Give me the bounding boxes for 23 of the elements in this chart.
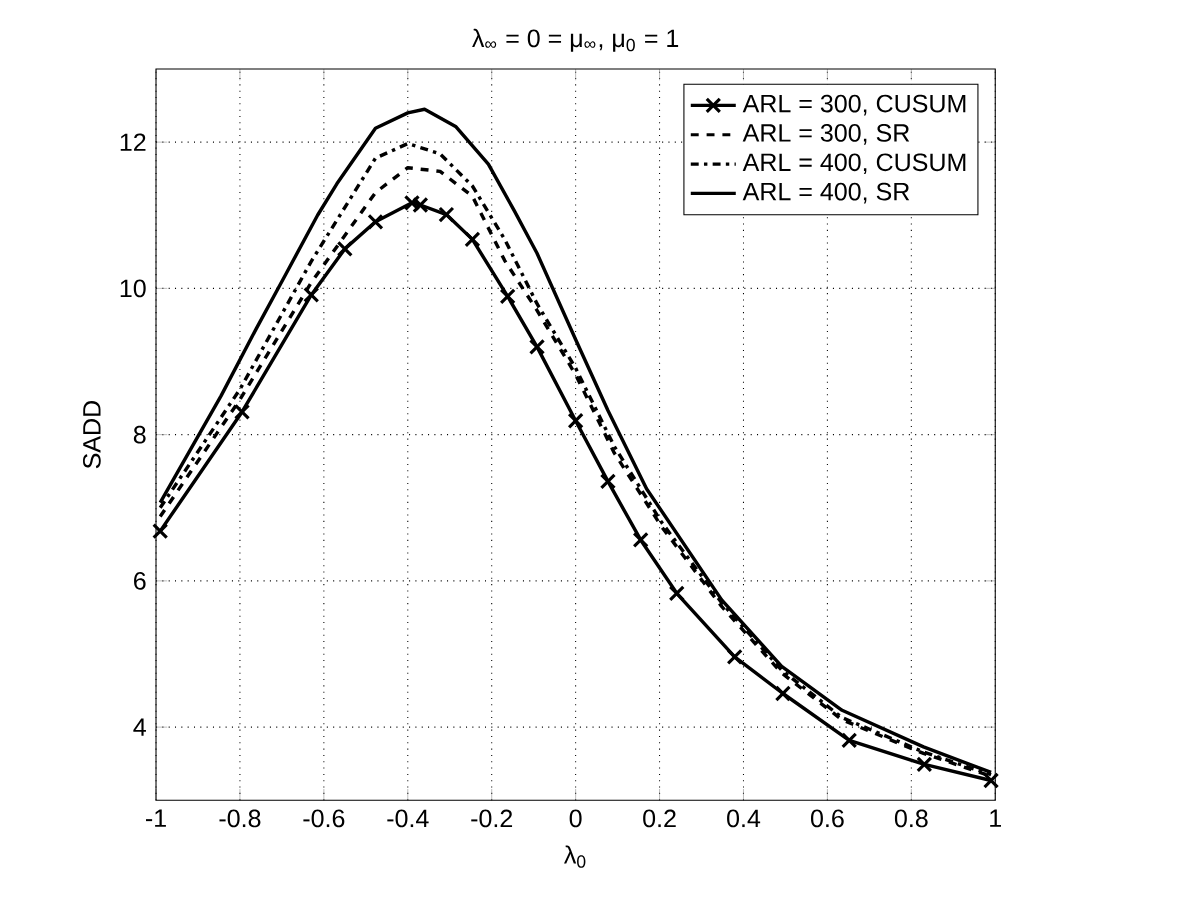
chart-title: λ$_{∞}$ = 0 = μ$_{∞}$, μ$_{0}$ = 1	[472, 28, 679, 52]
x-tick-label: -0.4	[387, 809, 429, 828]
y-tick-label: 10	[120, 279, 146, 298]
y-axis-title: SADD	[83, 401, 101, 469]
x-tick-label: 0.4	[727, 809, 761, 828]
x-tick-label: 0.2	[643, 809, 676, 828]
y-tick-label: 6	[134, 572, 146, 590]
x-tick-label: -0.6	[303, 809, 345, 828]
legend-label: ARL = 300, CUSUM	[742, 94, 966, 116]
x-tick-label: 1	[990, 809, 1001, 827]
x-tick-label: 0.8	[894, 809, 928, 828]
legend-label: ARL = 300, SR	[742, 124, 910, 145]
x-tick-label: 0	[569, 809, 582, 828]
x-tick-label: 0.6	[810, 809, 844, 828]
y-tick-label: 4	[133, 718, 146, 736]
legend-label: ARL = 400, SR	[742, 182, 910, 204]
x-axis-title: λ$_{0}$	[564, 845, 586, 868]
y-tick-label: 8	[133, 425, 146, 444]
x-tick-label: -1	[145, 809, 166, 827]
legend-label: ARL = 400, CUSUM	[742, 153, 966, 175]
x-tick-label: -0.2	[471, 809, 513, 828]
y-tick-label: 12	[120, 133, 146, 151]
x-tick-label: -0.8	[219, 809, 261, 828]
